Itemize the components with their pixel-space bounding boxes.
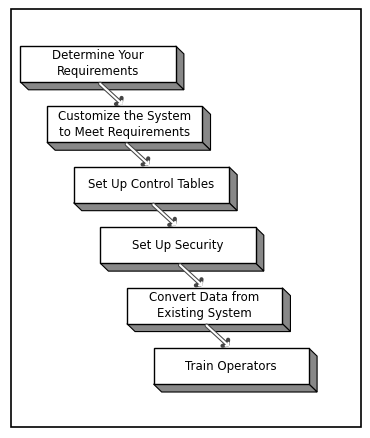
Polygon shape xyxy=(176,46,184,90)
Polygon shape xyxy=(100,263,264,271)
Polygon shape xyxy=(154,384,317,392)
Bar xyxy=(100,227,256,263)
Bar xyxy=(154,348,309,384)
Text: Customize the System
to Meet Requirements: Customize the System to Meet Requirement… xyxy=(58,110,191,139)
Bar xyxy=(127,288,282,324)
Text: Convert Data from
Existing System: Convert Data from Existing System xyxy=(149,291,260,320)
Polygon shape xyxy=(20,82,184,90)
Bar xyxy=(74,167,229,203)
Polygon shape xyxy=(282,288,290,332)
Polygon shape xyxy=(256,227,264,271)
Polygon shape xyxy=(127,324,290,332)
Bar xyxy=(20,46,176,82)
Text: Train Operators: Train Operators xyxy=(185,360,277,373)
Polygon shape xyxy=(202,106,211,150)
Bar xyxy=(47,106,202,142)
Polygon shape xyxy=(74,203,237,211)
Polygon shape xyxy=(309,348,317,392)
Text: Determine Your
Requirements: Determine Your Requirements xyxy=(52,49,144,78)
Polygon shape xyxy=(47,142,211,150)
Text: Set Up Control Tables: Set Up Control Tables xyxy=(88,178,215,191)
Polygon shape xyxy=(229,167,237,211)
Text: Set Up Security: Set Up Security xyxy=(132,239,224,252)
